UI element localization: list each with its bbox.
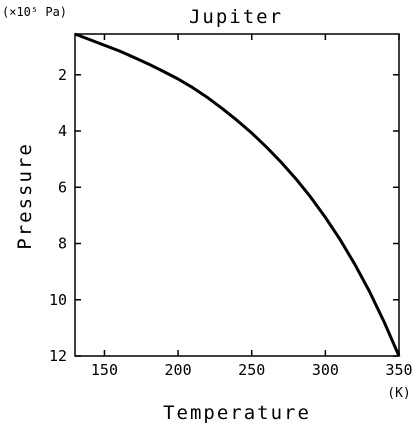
y-tick-label: 12 (49, 347, 67, 365)
y-axis-label: Pressure (14, 142, 36, 250)
plot-frame (74, 33, 400, 357)
series-line (74, 32, 401, 357)
y-tick-label: 6 (58, 178, 67, 196)
x-unit-label: (K) (387, 386, 410, 401)
x-tick-label: 150 (91, 361, 118, 379)
x-tick-label: 350 (385, 361, 412, 379)
y-tick-label: 4 (58, 122, 67, 140)
y-tick-label: 2 (58, 66, 67, 84)
chart-title: Jupiter (189, 6, 283, 28)
x-tick-label: 300 (312, 361, 339, 379)
x-tick-label: 250 (238, 361, 265, 379)
x-axis-label: Temperature (163, 402, 311, 424)
y-unit-label: (×10⁵ Pa) (2, 5, 67, 19)
x-tick-label: 200 (165, 361, 192, 379)
y-tick-label: 10 (49, 291, 67, 309)
y-tick-label: 8 (58, 235, 67, 253)
